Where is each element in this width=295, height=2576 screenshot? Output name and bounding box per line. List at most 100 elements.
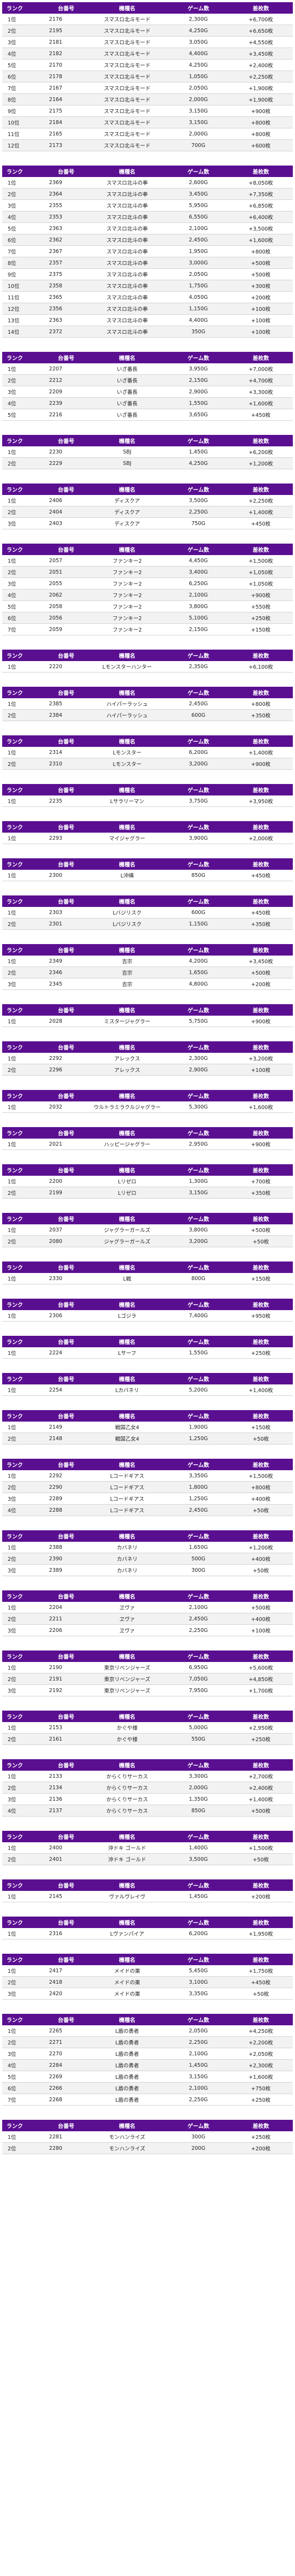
ranking-table-block: ランク 台番号 機種名 ゲーム数 差枚数 1位 2190 東京リベンジャーズ 6,950G +5,…: [2, 1650, 293, 1696]
header-rank: ランク: [7, 1340, 23, 1346]
diff-cell: +900枚: [228, 758, 293, 770]
diff-cell: +1,050枚: [228, 566, 293, 578]
diff-cell: +150枚: [228, 623, 293, 635]
machine-number-cell: 2293: [45, 833, 87, 844]
table-row: 13位 2363 スマスロ北斗の拳 4,400G +100枚: [2, 314, 293, 326]
ranking-table: ランク 台番号 機種名 ゲーム数 差枚数 1位 2369 スマスロ北斗の拳 2,600G +8,0…: [2, 166, 293, 338]
header-diff: 差枚数: [252, 1714, 269, 1720]
header-machine: 機種名: [119, 1654, 135, 1660]
header-games: ゲーム数: [187, 487, 209, 493]
diff-cell: +400枚: [228, 1613, 293, 1625]
header-rank: ランク: [7, 6, 23, 12]
ranking-table-block: ランク 台番号 機種名 ゲーム数 差枚数 1位 2145 ヴァルヴレイヴ 1,450G +200枚: [2, 1879, 293, 1902]
rank-cell: 3位: [2, 577, 46, 590]
diff-cell: +1,500枚: [228, 555, 293, 567]
ranking-table-block: ランク 台番号 機種名 ゲーム数 差枚数 1位 2028 ミスタージャグラー 5,750G +90…: [2, 1004, 293, 1027]
table-row: 1位 2306 Lゴジラ 7,400G +950枚: [2, 1310, 293, 1322]
diff-cell: +250枚: [228, 2131, 293, 2143]
header-rank: ランク: [7, 547, 23, 553]
header-rank: ランク: [7, 1131, 23, 1137]
header-machine: 機種名: [119, 1835, 135, 1841]
diff-cell: +600枚: [228, 139, 293, 151]
diff-cell: +900枚: [228, 105, 293, 117]
header-diff: 差枚数: [252, 356, 269, 362]
header-number: 台番号: [58, 1883, 75, 1889]
machine-name-cell: L盾の勇者: [86, 2059, 168, 2071]
machine-number-cell: 2306: [45, 1310, 87, 1322]
diff-cell: +50枚: [228, 1433, 293, 1445]
table-row: 1位 2153 かぐや様 5,000G +2,950枚: [2, 1722, 293, 1734]
machine-name-cell: いざ番長: [86, 409, 168, 421]
diff-cell: +100枚: [228, 1064, 293, 1076]
machine-name-cell: ヱヴァ: [86, 1602, 168, 1613]
diff-cell: +300枚: [228, 280, 293, 292]
header-machine: 機種名: [119, 825, 135, 831]
header-number: 台番号: [58, 653, 75, 659]
rank-cell: 2位: [2, 758, 46, 770]
rank-cell: 1位: [2, 1224, 46, 1236]
games-cell: 1,750G: [168, 280, 229, 292]
machine-number-cell: 2057: [45, 555, 87, 567]
header-machine: 機種名: [119, 1883, 135, 1889]
machine-number-cell: 2192: [45, 1684, 87, 1696]
table-row: 9位 2175 スマスロ北斗モード 3,150G +900枚: [2, 105, 293, 117]
header-rank: ランク: [7, 1008, 23, 1014]
header-machine: 機種名: [119, 948, 135, 954]
machine-name-cell: ハイパーラッシュ: [86, 709, 168, 721]
header-games: ゲーム数: [187, 1835, 209, 1841]
header-number: 台番号: [58, 691, 75, 697]
machine-name-cell: Lサーフ: [86, 1347, 168, 1359]
ranking-table: ランク 台番号 機種名 ゲーム数 差枚数 1位 2303 Lバジリスク 600G +450枚 2位 2…: [2, 895, 293, 930]
machine-number-cell: 2062: [45, 589, 87, 601]
games-cell: 4,400G: [168, 48, 229, 60]
table-row: 3位 2270 L盾の勇者 2,100G +2,050枚: [2, 2048, 293, 2060]
ranking-table-block: ランク 台番号 機種名 ゲーム数 差枚数 1位 2281 モンハンライズ 300G +250枚 2位…: [2, 2120, 293, 2154]
header-rank: ランク: [7, 825, 23, 831]
diff-cell: +4,250枚: [228, 2025, 293, 2037]
ranking-table: ランク 台番号 機種名 ゲーム数 差枚数 1位 2200 Lリゼロ 1,300G +700枚 2位 2…: [2, 1164, 293, 1199]
machine-name-cell: L盾の勇者: [86, 2048, 168, 2060]
rank-cell: 1位: [2, 1422, 46, 1433]
rank-cell: 1位: [2, 1771, 46, 1782]
ranking-table-block: ランク 台番号 機種名 ゲーム数 差枚数 1位 2292 Lコードギアス 3,350G +1,50…: [2, 1459, 293, 1516]
machine-number-cell: 2375: [45, 268, 87, 280]
machine-number-cell: 2220: [45, 661, 87, 673]
table-row: 12位 2356 スマスロ北斗の拳 1,150G +100枚: [2, 303, 293, 315]
machine-name-cell: Lコードギアス: [86, 1481, 168, 1493]
header-games: ゲーム数: [187, 547, 209, 553]
machine-number-cell: 2284: [45, 2059, 87, 2071]
header-rank: ランク: [7, 1714, 23, 1720]
rank-cell: 1位: [2, 1384, 46, 1396]
machine-name-cell: スマスロ北斗モード: [86, 139, 168, 151]
games-cell: 1,650G: [168, 966, 229, 978]
rank-cell: 1位: [2, 956, 46, 967]
rank-cell: 6位: [2, 234, 46, 246]
ranking-table-block: ランク 台番号 機種名 ゲーム数 差枚数 1位 2230 SBJ 1,450G +6,200枚 2位…: [2, 435, 293, 469]
machine-number-cell: 2346: [45, 966, 87, 978]
games-cell: 2,250G: [168, 1624, 229, 1636]
rank-cell: 12位: [2, 303, 46, 315]
diff-cell: +450枚: [228, 1976, 293, 1988]
rank-cell: 1位: [2, 555, 46, 567]
machine-name-cell: スマスロ北斗の拳: [86, 280, 168, 292]
diff-cell: +50枚: [228, 1504, 293, 1516]
diff-cell: +1,400枚: [228, 1793, 293, 1805]
header-machine: 機種名: [119, 788, 135, 794]
ranking-table-block: ランク 台番号 機種名 ゲーム数 差枚数 1位 2330 L戦 800G +150枚: [2, 1262, 293, 1284]
ranking-table-block: ランク 台番号 機種名 ゲーム数 差枚数 1位 2306 Lゴジラ 7,400G +950枚: [2, 1299, 293, 1322]
table-row: 1位 2300 L沖縄 850G +450枚: [2, 870, 293, 881]
rank-cell: 1位: [2, 1891, 46, 1902]
rank-cell: 2位: [2, 566, 46, 578]
rank-cell: 3位: [2, 517, 46, 529]
header-games: ゲーム数: [187, 1302, 209, 1308]
machine-name-cell: L盾の勇者: [86, 2094, 168, 2106]
games-cell: 2,450G: [168, 1504, 229, 1516]
diff-cell: +1,200枚: [228, 457, 293, 469]
header-machine: 機種名: [119, 6, 135, 12]
diff-cell: +350枚: [228, 918, 293, 930]
header-rank: ランク: [7, 1763, 23, 1769]
ranking-table-block: ランク 台番号 機種名 ゲーム数 差枚数 1位 2133 からくりサーカス 3,300G +2,7…: [2, 1759, 293, 1817]
games-cell: 7,050G: [168, 1673, 229, 1685]
machine-name-cell: アレックス: [86, 1053, 168, 1064]
rank-cell: 5位: [2, 409, 46, 421]
